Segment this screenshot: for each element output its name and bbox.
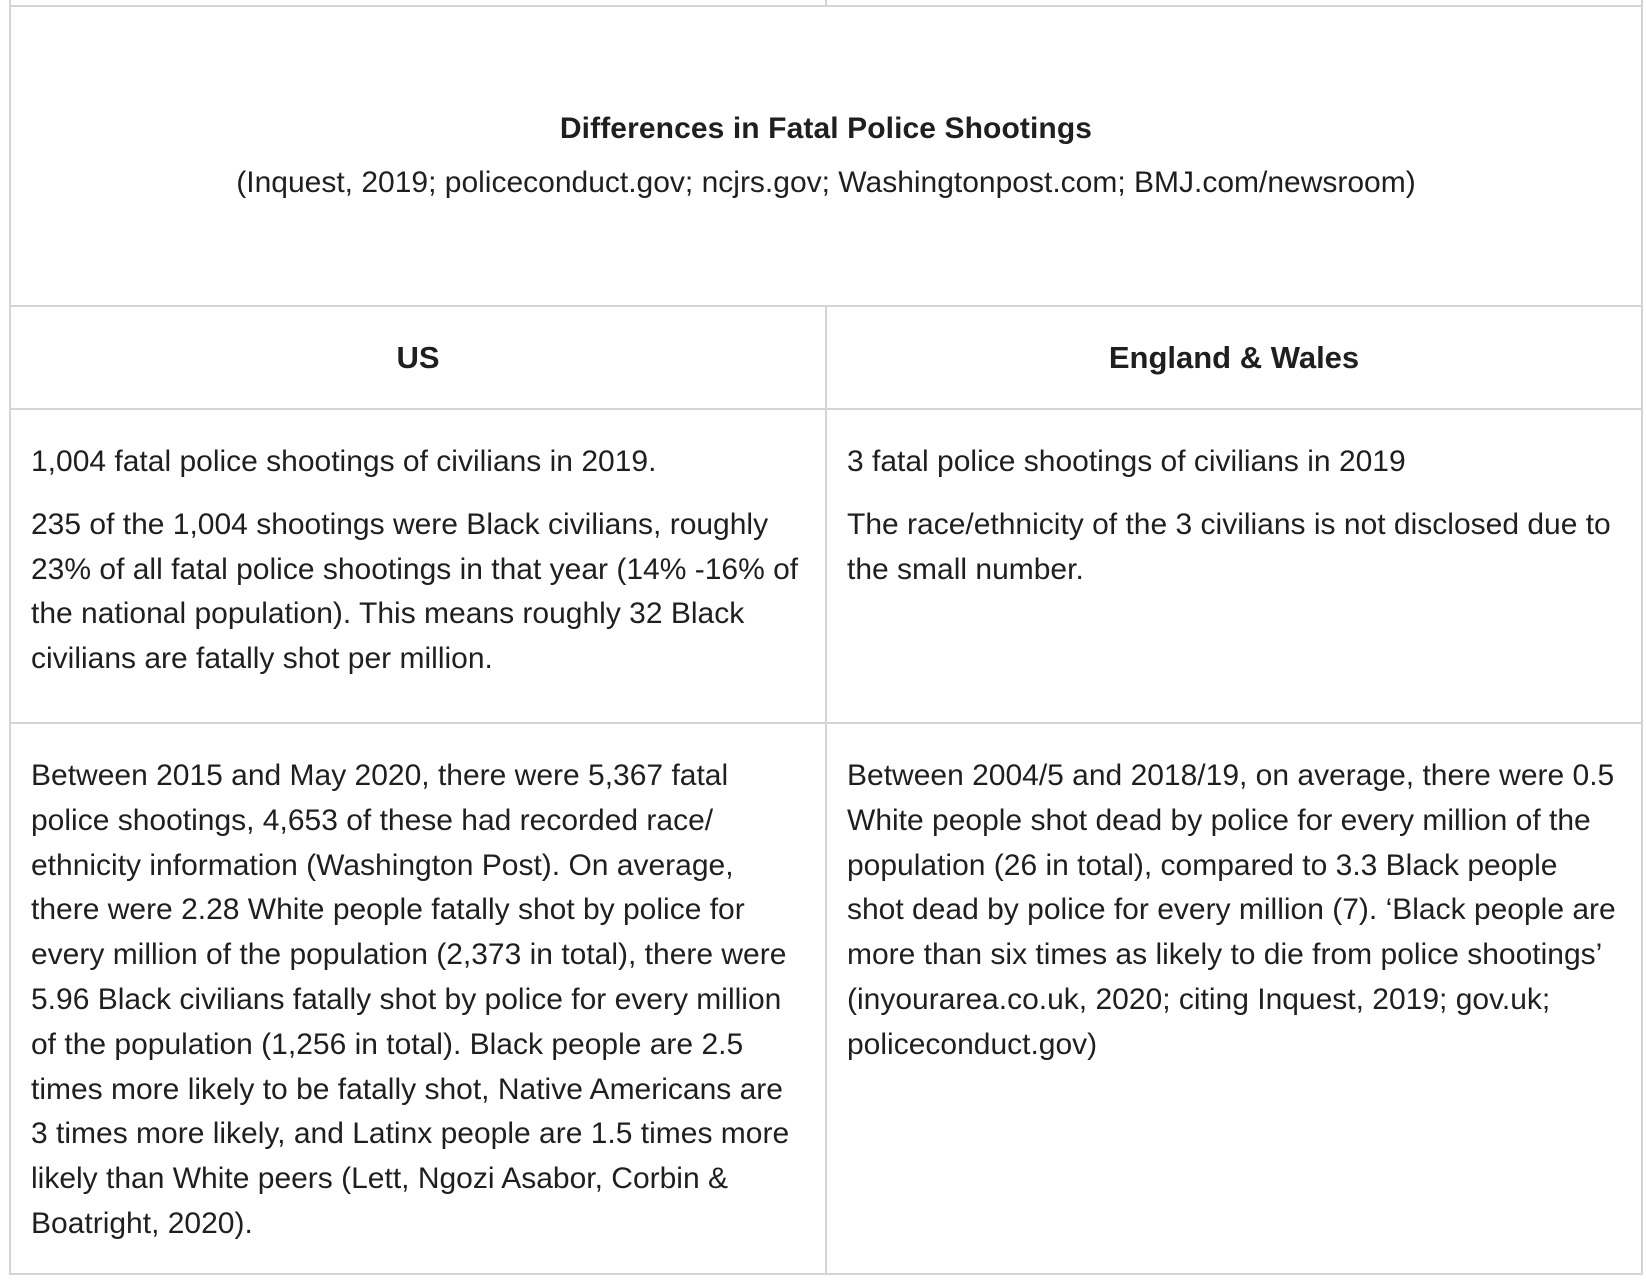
table-top-row bbox=[9, 0, 1643, 7]
column-header-england-wales: England & Wales bbox=[825, 305, 1643, 410]
row-1-us-paragraph-2: 235 of the 1,004 shootings were Black ci… bbox=[31, 507, 799, 676]
title-cell: Differences in Fatal Police Shootings (I… bbox=[9, 5, 1643, 307]
row-1-ew-paragraph-1: 3 fatal police shootings of civilians in… bbox=[847, 445, 1406, 478]
title-row: Differences in Fatal Police Shootings (I… bbox=[9, 5, 1643, 307]
row-2-us-paragraph-1: Between 2015 and May 2020, there were 5,… bbox=[31, 759, 790, 1240]
row-2-us-cell: Between 2015 and May 2020, there were 5,… bbox=[9, 722, 827, 1275]
table-title: Differences in Fatal Police Shootings bbox=[559, 112, 1093, 145]
table-subtitle: (Inquest, 2019; policeconduct.gov; ncjrs… bbox=[236, 166, 1416, 199]
header-row: US England & Wales bbox=[9, 305, 1643, 410]
table-row: Between 2015 and May 2020, there were 5,… bbox=[9, 722, 1643, 1275]
row-1-us-paragraph-1: 1,004 fatal police shootings of civilian… bbox=[31, 445, 657, 478]
row-1-us-cell: 1,004 fatal police shootings of civilian… bbox=[9, 408, 827, 724]
row-1-ew-paragraph-2: The race/ethnicity of the 3 civilians is… bbox=[847, 507, 1611, 586]
top-right-cell bbox=[825, 0, 1643, 7]
column-header-us: US bbox=[9, 305, 827, 410]
top-left-cell bbox=[9, 0, 827, 7]
row-2-ew-paragraph-1: Between 2004/5 and 2018/19, on average, … bbox=[847, 759, 1616, 1061]
comparison-table: Differences in Fatal Police Shootings (I… bbox=[9, 0, 1643, 1275]
table-row: 1,004 fatal police shootings of civilian… bbox=[9, 408, 1643, 724]
row-1-england-wales-cell: 3 fatal police shootings of civilians in… bbox=[825, 408, 1643, 724]
row-2-england-wales-cell: Between 2004/5 and 2018/19, on average, … bbox=[825, 722, 1643, 1275]
